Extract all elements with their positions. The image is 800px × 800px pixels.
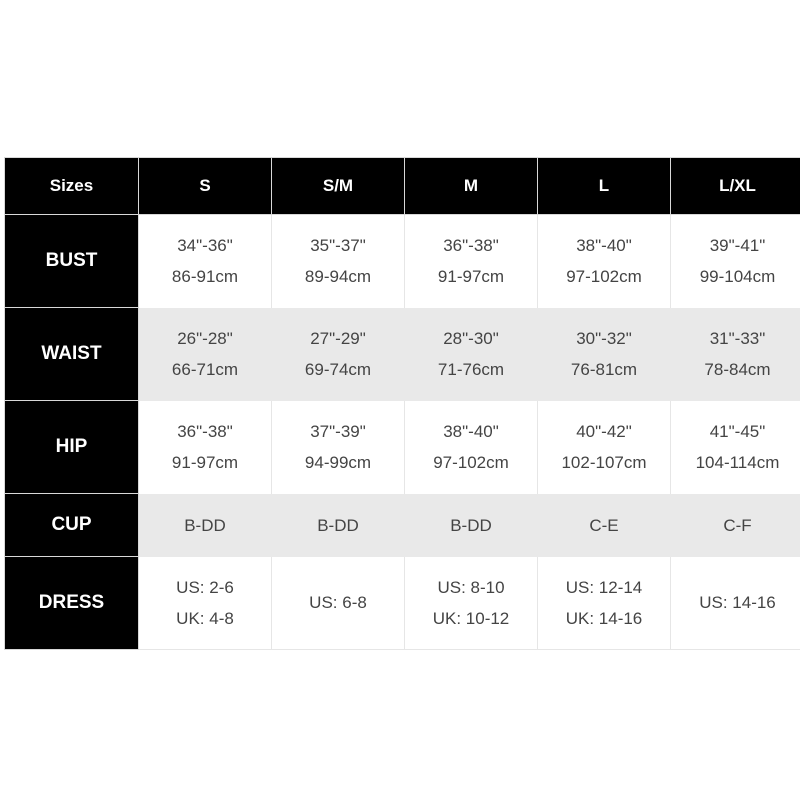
row-label: HIP (4, 400, 139, 494)
table-cell: 36"-38" 91-97cm (138, 400, 272, 494)
table-cell: US: 8-10 UK: 10-12 (404, 556, 538, 650)
header-size-s-m: S/M (271, 157, 405, 215)
cell-line: US: 14-16 (699, 593, 776, 613)
cell-line: 35"-37" (310, 236, 366, 256)
cell-line: US: 8-10 (437, 577, 505, 597)
table-cell: 30"-32" 76-81cm (537, 307, 671, 401)
cell-line: 66-71cm (171, 360, 239, 379)
table-cell: B-DD (138, 493, 272, 557)
table-cell: C-E (537, 493, 671, 557)
header-row: Sizes S S/M M L L/XL (4, 157, 800, 215)
table-cell: 31"-33" 78-84cm (670, 307, 800, 401)
cell-line: 97-102cm (566, 267, 642, 287)
cell-line: B-DD (450, 515, 492, 535)
table-cell: 34"-36" 86-91cm (138, 214, 272, 308)
table-cell: 39"-41" 99-104cm (670, 214, 800, 308)
size-chart-table: Sizes S S/M M L L/XL BUST 34"-36" 86-91cm 35"-37… (4, 157, 800, 650)
cell-line: 71-76cm (437, 360, 505, 379)
cell-line: B-DD (184, 515, 226, 535)
cell-line: US: 12-14 (565, 577, 643, 597)
cell-line: 27"-29" (310, 329, 366, 348)
cell-line: 76-81cm (570, 360, 638, 379)
cell-line: US: 6-8 (309, 593, 367, 613)
table-cell: US: 14-16 (670, 556, 800, 650)
row-label: WAIST (4, 307, 139, 401)
cell-line: 89-94cm (304, 267, 372, 287)
row-bust: BUST 34"-36" 86-91cm 35"-37" 89-94cm 36"-38" 9… (4, 214, 800, 308)
cell-line: C-E (589, 515, 619, 535)
cell-line: 36"-38" (177, 422, 233, 441)
table-cell: 40"-42" 102-107cm (537, 400, 671, 494)
table-cell: B-DD (271, 493, 405, 557)
header-sizes: Sizes (4, 157, 139, 215)
cell-line: B-DD (317, 515, 359, 535)
cell-line: 34"-36" (177, 236, 233, 256)
table-cell: 35"-37" 89-94cm (271, 214, 405, 308)
table-cell: 26"-28" 66-71cm (138, 307, 272, 401)
cell-line: 97-102cm (433, 453, 509, 472)
table-cell: US: 6-8 (271, 556, 405, 650)
header-size-s: S (138, 157, 272, 215)
header-size-l: L (537, 157, 671, 215)
table-cell: C-F (670, 493, 800, 557)
header-size-m: M (404, 157, 538, 215)
table-cell: 38"-40" 97-102cm (537, 214, 671, 308)
cell-line: 40"-42" (576, 422, 632, 441)
cell-line: 69-74cm (304, 360, 372, 379)
cell-line: 30"-32" (576, 329, 632, 348)
cell-line: 94-99cm (304, 453, 372, 472)
table-cell: 28"-30" 71-76cm (404, 307, 538, 401)
cell-line: 78-84cm (704, 360, 771, 379)
cell-line: 99-104cm (699, 267, 776, 287)
cell-line: 36"-38" (443, 236, 499, 256)
cell-line: 37"-39" (310, 422, 366, 441)
cell-line: 38"-40" (576, 236, 632, 256)
cell-line: 38"-40" (443, 422, 499, 441)
cell-line: C-F (723, 515, 752, 535)
table-cell: 38"-40" 97-102cm (404, 400, 538, 494)
row-waist: WAIST 26"-28" 66-71cm 27"-29" 69-74cm 28"-30"… (4, 307, 800, 401)
table-cell: 37"-39" 94-99cm (271, 400, 405, 494)
cell-line: 39"-41" (709, 236, 766, 256)
table-cell: 27"-29" 69-74cm (271, 307, 405, 401)
row-label: BUST (4, 214, 139, 308)
cell-line: 91-97cm (437, 267, 505, 287)
row-label: CUP (4, 493, 139, 557)
cell-line: 102-107cm (561, 453, 647, 472)
row-hip: HIP 36"-38" 91-97cm 37"-39" 94-99cm 38"-40" 97… (4, 400, 800, 494)
header-size-l-xl: L/XL (670, 157, 800, 215)
cell-line: 28"-30" (443, 329, 499, 348)
table-cell: 41"-45" 104-114cm (670, 400, 800, 494)
table-cell: 36"-38" 91-97cm (404, 214, 538, 308)
cell-line: 41"-45" (709, 422, 766, 441)
cell-line: 31"-33" (709, 329, 766, 348)
cell-line: UK: 10-12 (432, 608, 510, 628)
table-cell: B-DD (404, 493, 538, 557)
table-cell: US: 12-14 UK: 14-16 (537, 556, 671, 650)
cell-line: 86-91cm (171, 267, 239, 287)
cell-line: UK: 4-8 (176, 608, 234, 628)
cell-line: 91-97cm (171, 453, 239, 472)
row-dress: DRESS US: 2-6 UK: 4-8 US: 6-8 US: 8-10 UK: 10… (4, 556, 800, 650)
row-label: DRESS (4, 556, 139, 650)
cell-line: US: 2-6 (176, 577, 234, 597)
row-cup: CUP B-DD B-DD B-DD C-E C-F (4, 493, 800, 557)
cell-line: 26"-28" (177, 329, 233, 348)
cell-line: UK: 14-16 (565, 608, 643, 628)
cell-line: 104-114cm (695, 453, 780, 472)
table-cell: US: 2-6 UK: 4-8 (138, 556, 272, 650)
